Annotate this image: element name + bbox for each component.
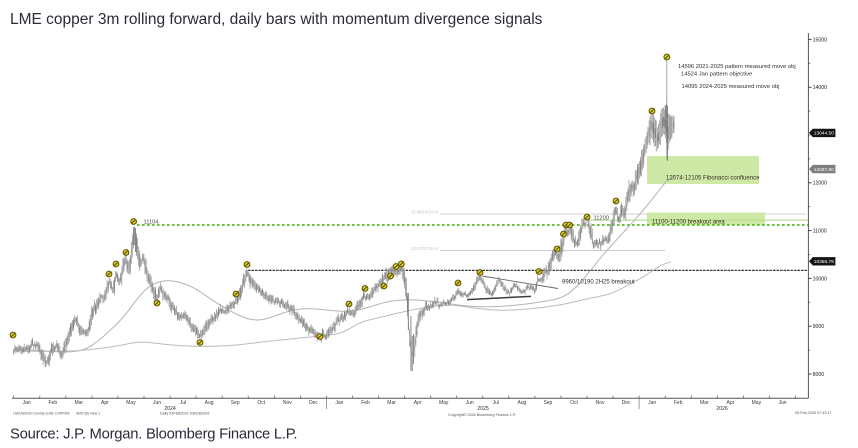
svg-text:12000: 12000: [813, 181, 828, 187]
svg-text:Mar: Mar: [700, 400, 709, 406]
svg-text:Source: J.P. Morgan. Bloomberg: Source: J.P. Morgan. Bloomberg Finance L…: [10, 427, 297, 443]
svg-text:Jun: Jun: [778, 400, 786, 406]
svg-text:Sep: Sep: [231, 400, 240, 406]
svg-text:Feb: Feb: [361, 400, 370, 406]
svg-text:Dec: Dec: [622, 400, 631, 406]
svg-text:Copyright© 2026 Bloomberg Fina: Copyright© 2026 Bloomberg Finance L.P.: [448, 413, 516, 417]
svg-text:LMCADS03 Comdty (LME COPPER: LMCADS03 Comdty (LME COPPER: [13, 411, 70, 415]
svg-text:Jun: Jun: [466, 400, 474, 406]
svg-text:2024: 2024: [164, 406, 176, 412]
svg-text:12074-12105 Fibonacci confluen: 12074-12105 Fibonacci confluence: [666, 175, 760, 181]
svg-text:05-Feb-2026 07:43:17: 05-Feb-2026 07:43:17: [795, 411, 832, 415]
svg-text:Apr: Apr: [101, 400, 109, 406]
svg-text:11200: 11200: [594, 215, 609, 221]
svg-text:9000: 9000: [813, 324, 825, 330]
svg-text:Jan: Jan: [23, 400, 31, 406]
svg-text:Jul: Jul: [180, 400, 186, 406]
svg-text:Apr: Apr: [727, 400, 735, 406]
svg-text:11000: 11000: [813, 229, 827, 235]
svg-text:Apr: Apr: [414, 400, 422, 406]
svg-text:LME copper 3m rolling forward,: LME copper 3m rolling forward, daily bar…: [10, 11, 543, 28]
svg-text:May: May: [439, 400, 449, 406]
svg-text:12287.60: 12287.60: [814, 167, 834, 173]
svg-text:10.89/10/24 HI: 10.89/10/24 HI: [411, 210, 438, 215]
svg-text:Nov: Nov: [596, 400, 605, 406]
svg-text:Oct: Oct: [570, 400, 578, 406]
svg-text:10356.79: 10356.79: [814, 259, 834, 265]
svg-text:10000: 10000: [813, 276, 828, 282]
svg-text:Mar: Mar: [387, 400, 396, 406]
svg-text:13044.50: 13044.50: [814, 131, 834, 137]
svg-text:10.57/07/25 HI: 10.57/07/25 HI: [411, 246, 438, 251]
svg-text:14095 2024-2025 measured move: 14095 2024-2025 measured move obj: [682, 84, 780, 90]
svg-text:Aug: Aug: [205, 400, 214, 406]
svg-text:Mar: Mar: [74, 400, 83, 406]
svg-text:Jun: Jun: [153, 400, 161, 406]
svg-text:Nov: Nov: [283, 400, 292, 406]
svg-text:Feb: Feb: [674, 400, 683, 406]
svg-text:8000: 8000: [813, 372, 825, 378]
svg-text:2025: 2025: [477, 406, 489, 412]
svg-text:2026: 2026: [716, 406, 728, 412]
svg-text:14524 Jan pattern objective: 14524 Jan pattern objective: [681, 72, 752, 78]
svg-text:Oct: Oct: [257, 400, 265, 406]
svg-text:14596 2021-2025 pattern measur: 14596 2021-2025 pattern measured move ob…: [678, 64, 796, 70]
svg-text:9960/10190 2H25 breakout: 9960/10190 2H25 breakout: [562, 279, 635, 285]
svg-text:Jul: Jul: [493, 400, 499, 406]
svg-text:14000: 14000: [813, 85, 828, 91]
svg-text:Sep: Sep: [543, 400, 552, 406]
svg-text:Aug: Aug: [517, 400, 526, 406]
svg-text:15000: 15000: [813, 37, 828, 43]
svg-text:3MO ($) View 1: 3MO ($) View 1: [76, 411, 100, 415]
svg-text:Jan: Jan: [335, 400, 343, 406]
svg-text:Jan: Jan: [648, 400, 656, 406]
svg-text:Feb: Feb: [48, 400, 57, 406]
svg-text:May: May: [752, 400, 762, 406]
svg-text:11104: 11104: [144, 219, 159, 225]
svg-text:Dec: Dec: [309, 400, 318, 406]
svg-text:11100-11200 breakout area: 11100-11200 breakout area: [652, 219, 725, 225]
svg-text:May: May: [126, 400, 136, 406]
svg-text:Daily 03FEB2021-03FEB2026: Daily 03FEB2021-03FEB2026: [160, 411, 209, 415]
